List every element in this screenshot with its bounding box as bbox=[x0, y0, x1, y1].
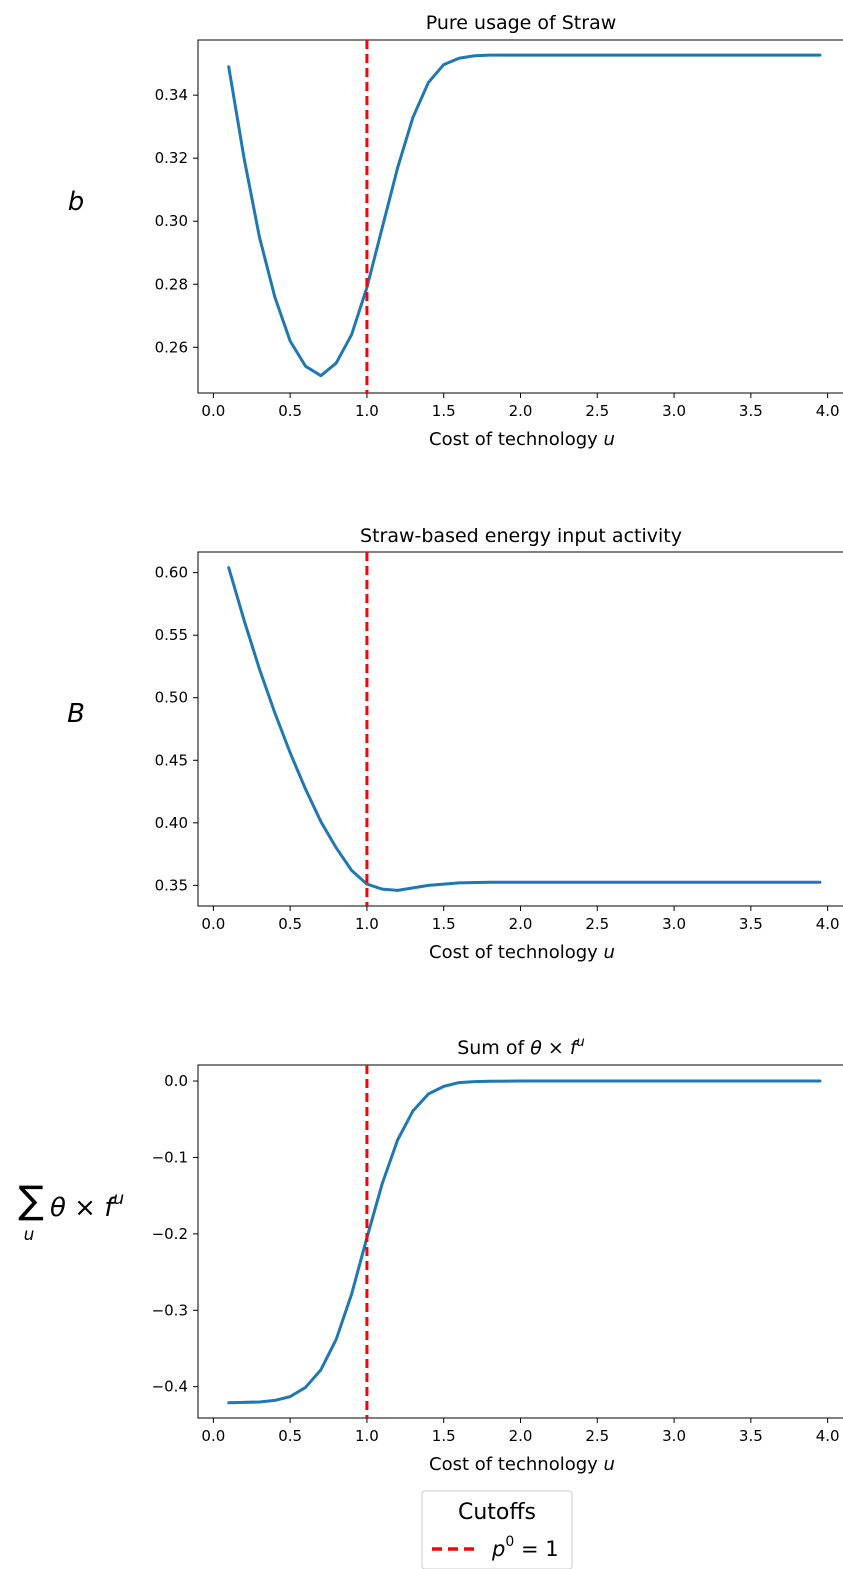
x-tick-label: 2.0 bbox=[509, 1427, 533, 1445]
y-tick-label: −0.3 bbox=[152, 1301, 188, 1319]
series-line bbox=[227, 53, 822, 378]
x-tick-label: 2.5 bbox=[585, 402, 609, 420]
x-tick-label: 3.5 bbox=[739, 915, 763, 933]
x-tick-label: 3.0 bbox=[662, 402, 686, 420]
panel-title: Straw-based energy input activity bbox=[360, 525, 682, 547]
x-tick-label: 1.0 bbox=[355, 1427, 379, 1445]
axes-frame bbox=[197, 551, 843, 907]
svg-text:∑: ∑ bbox=[18, 1178, 44, 1222]
x-tick-label: 4.0 bbox=[816, 402, 840, 420]
y-tick-label: 0.45 bbox=[155, 751, 188, 769]
legend-cutoff-label: p0 = 1 bbox=[491, 1534, 559, 1561]
y-tick-label: 0.34 bbox=[155, 86, 188, 104]
legend-frame bbox=[421, 1490, 573, 1569]
x-tick-label: 2.0 bbox=[509, 915, 533, 933]
x-tick-label: 1.0 bbox=[355, 915, 379, 933]
y-tick-label: 0.35 bbox=[155, 876, 188, 894]
series-line bbox=[227, 566, 822, 892]
panel-straw-based-energy-input-activity: Straw-based energy input activity B Cost… bbox=[67, 525, 843, 963]
x-tick-label: 0.5 bbox=[278, 1427, 302, 1445]
x-axis-label: Cost of technology u bbox=[429, 942, 615, 963]
y-tick-label: −0.1 bbox=[152, 1148, 188, 1166]
legend-title: Cutoffs bbox=[458, 1500, 536, 1525]
x-tick-label: 4.0 bbox=[816, 915, 840, 933]
x-tick-label: 2.0 bbox=[509, 402, 533, 420]
x-tick-label: 3.5 bbox=[739, 402, 763, 420]
panel-pure-usage-of-straw: Pure usage of Straw b Cost of technology… bbox=[68, 12, 843, 450]
x-axis-label: Cost of technology u bbox=[429, 429, 615, 450]
svg-text:θ × fu: θ × fu bbox=[50, 1189, 124, 1223]
x-tick-label: 3.0 bbox=[662, 915, 686, 933]
x-tick-label: 1.5 bbox=[432, 915, 456, 933]
panel-title: Sum of θ × fu bbox=[457, 1035, 585, 1059]
x-tick-label: 0.5 bbox=[278, 402, 302, 420]
y-tick-label: −0.4 bbox=[152, 1378, 188, 1396]
y-axis-label: b bbox=[68, 187, 85, 217]
x-tick-label: 3.5 bbox=[739, 1427, 763, 1445]
series-line bbox=[227, 1079, 822, 1405]
svg-text:u: u bbox=[24, 1225, 35, 1245]
y-tick-label: 0.40 bbox=[155, 814, 188, 832]
y-tick-label: 0.55 bbox=[155, 626, 188, 644]
x-tick-label: 0.0 bbox=[201, 1427, 225, 1445]
axes-frame bbox=[197, 39, 843, 394]
x-tick-label: 0.5 bbox=[278, 915, 302, 933]
y-tick-label: 0.60 bbox=[155, 564, 188, 582]
x-tick-label: 0.0 bbox=[201, 915, 225, 933]
y-tick-label: 0.32 bbox=[155, 149, 188, 167]
y-tick-label: 0.0 bbox=[164, 1072, 188, 1090]
axes-frame bbox=[197, 1064, 843, 1419]
x-tick-label: 4.0 bbox=[816, 1427, 840, 1445]
x-tick-label: 1.0 bbox=[355, 402, 379, 420]
y-axis-label: ∑ u θ × fu bbox=[18, 1178, 124, 1245]
panel-title: Pure usage of Straw bbox=[426, 12, 617, 34]
x-tick-label: 1.5 bbox=[432, 402, 456, 420]
x-tick-label: 3.0 bbox=[662, 1427, 686, 1445]
y-tick-label: 0.30 bbox=[155, 212, 188, 230]
x-tick-label: 2.5 bbox=[585, 915, 609, 933]
y-tick-label: −0.2 bbox=[152, 1225, 188, 1243]
y-tick-label: 0.26 bbox=[155, 338, 188, 356]
y-axis-label: B bbox=[67, 699, 85, 729]
panel-sum-of-theta-times-f: Sum of θ × fu ∑ u θ × fu Cost of technol… bbox=[18, 1035, 843, 1475]
y-tick-label: 0.50 bbox=[155, 689, 188, 707]
x-tick-label: 2.5 bbox=[585, 1427, 609, 1445]
legend: Cutoffs p0 = 1 bbox=[421, 1490, 573, 1569]
x-tick-label: 1.5 bbox=[432, 1427, 456, 1445]
x-axis-label: Cost of technology u bbox=[429, 1454, 615, 1475]
x-tick-label: 0.0 bbox=[201, 402, 225, 420]
y-tick-label: 0.28 bbox=[155, 275, 188, 293]
